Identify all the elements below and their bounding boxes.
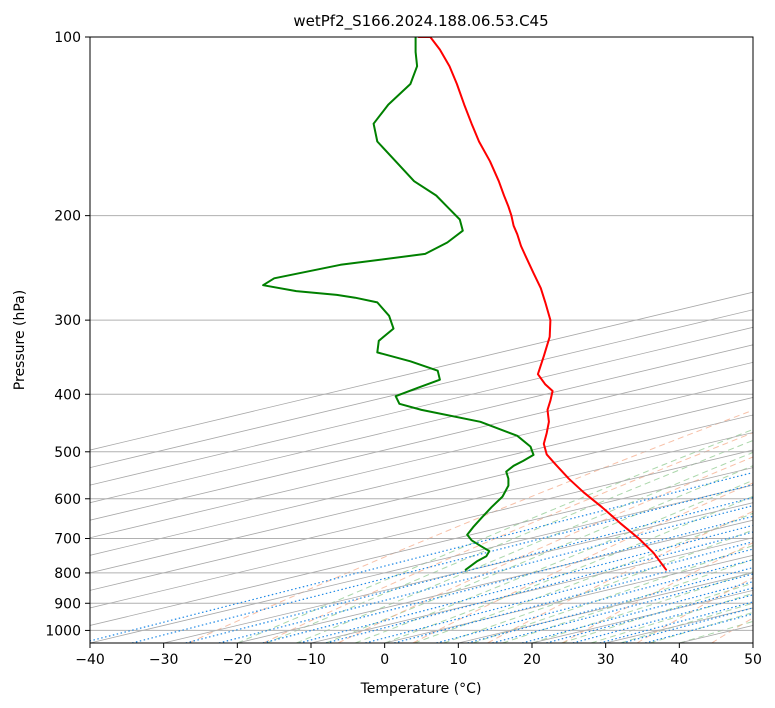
moist-adiabat (325, 465, 753, 643)
mixing-ratio-line (218, 505, 753, 643)
y-tick-label: 800 (54, 566, 81, 582)
mixing-ratio-line (394, 548, 753, 643)
isotherms (90, 291, 753, 643)
x-tick-label: −10 (296, 652, 326, 668)
y-tick-label: 900 (54, 596, 81, 612)
x-axis-label: Temperature (°C) (360, 681, 482, 697)
mixing-ratio-line (90, 471, 753, 642)
isotherm-line (90, 484, 753, 643)
moist-adiabat (296, 451, 753, 643)
x-tick-label: 0 (380, 652, 389, 668)
isotherm-line (90, 467, 753, 626)
y-tick-label: 400 (54, 387, 81, 403)
mixing-ratio-line (436, 559, 753, 643)
isotherm-line (90, 326, 753, 486)
moist-adiabat (237, 428, 753, 643)
x-axis: −40 −30 −20 −10 0 10 20 30 40 50 (75, 643, 762, 668)
plot-frame (89, 36, 754, 644)
dry-adiabat (188, 409, 753, 643)
mixing-ratio-line (131, 483, 753, 643)
x-tick-label: 20 (523, 652, 541, 668)
isotherm-line (90, 414, 753, 574)
x-tick-label: −30 (149, 652, 179, 668)
y-tick-label: 100 (54, 30, 81, 46)
y-tick-label: 300 (54, 313, 81, 329)
y-axis-label: Pressure (hPa) (12, 290, 28, 390)
x-tick-label: 30 (597, 652, 615, 668)
isotherm-line (90, 309, 753, 469)
moist-adiabat (561, 582, 753, 643)
y-axis: 100 200 300 400 500 600 700 800 900 1000 (45, 30, 90, 639)
moist-adiabat (355, 479, 753, 643)
temperature-profile (417, 37, 668, 571)
moist-adiabat (531, 571, 753, 643)
moist-adiabat (443, 529, 753, 643)
dewpoint-profile (262, 37, 535, 571)
isotherm-line (90, 291, 753, 451)
isotherm-line (90, 432, 753, 591)
moist-adiabat (266, 439, 753, 643)
isotherm-line (310, 537, 753, 643)
mixing-ratio-line (365, 541, 753, 643)
x-tick-label: −40 (75, 652, 105, 668)
y-tick-label: 500 (54, 445, 81, 461)
chart-title: wetPf2_S166.2024.188.06.53.C45 (293, 12, 548, 31)
mixing-ratio-line (622, 607, 753, 643)
x-tick-label: 50 (744, 652, 762, 668)
x-tick-label: 10 (449, 652, 467, 668)
isotherm-line (237, 519, 753, 643)
y-tick-label: 700 (54, 532, 81, 548)
pressure-gridlines (90, 37, 753, 631)
isotherm-line (90, 397, 753, 556)
moist-adiabat (384, 495, 753, 643)
profile-series (262, 37, 668, 571)
x-tick-label: −20 (223, 652, 253, 668)
y-tick-label: 200 (54, 209, 81, 225)
moist-adiabats (237, 428, 753, 643)
isotherm-line (163, 502, 753, 643)
y-tick-label: 600 (54, 492, 81, 508)
mixing-ratio-line (325, 531, 753, 643)
dry-adiabat (487, 510, 753, 643)
y-tick-label: 1000 (45, 623, 81, 639)
dry-adiabat (263, 432, 753, 643)
dry-adiabat (337, 456, 753, 643)
x-tick-label: 40 (670, 652, 688, 668)
isotherm-line (90, 449, 753, 609)
mixing-ratio-lines (90, 471, 753, 643)
